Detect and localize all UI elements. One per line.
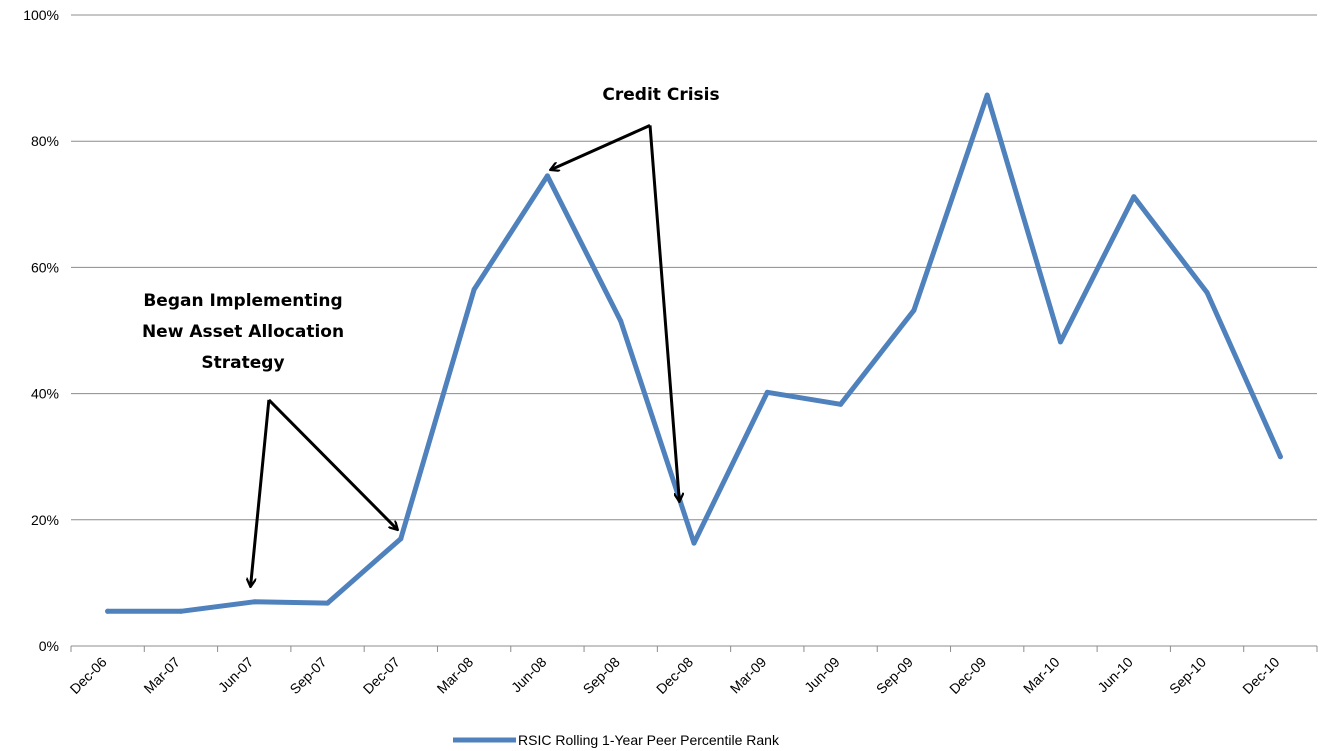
annotation-arrow (551, 124, 651, 169)
annotation-arrow (251, 399, 271, 586)
x-tick-label: Mar-07 (140, 654, 183, 697)
series-layer (105, 92, 1283, 614)
data-point (764, 389, 770, 395)
data-point (398, 536, 404, 542)
data-point (984, 92, 990, 98)
x-tick-label: Dec-07 (360, 654, 403, 697)
annotation-label: Strategy (201, 353, 284, 373)
annotation-arrow (267, 398, 397, 529)
data-point (1057, 339, 1063, 345)
annotation-arrow (648, 125, 679, 500)
data-point (471, 286, 477, 292)
y-tick-label: 80% (31, 133, 59, 149)
data-point (838, 401, 844, 407)
x-tick-label: Mar-10 (1020, 654, 1063, 697)
x-tick-label: Sep-10 (1166, 654, 1209, 697)
y-tick-label: 100% (23, 7, 59, 23)
x-tick-label: Mar-09 (727, 654, 770, 697)
x-tick-label: Sep-09 (873, 654, 916, 697)
y-tick-label: 20% (31, 512, 59, 528)
legend-label: RSIC Rolling 1-Year Peer Percentile Rank (518, 732, 780, 748)
y-tick-label: 0% (39, 638, 59, 654)
y-tick-label: 40% (31, 386, 59, 402)
data-point (1131, 194, 1137, 200)
x-tick-label: Dec-08 (653, 654, 696, 697)
x-tick-label: Jun-08 (508, 654, 550, 696)
x-tick-label: Jun-09 (801, 654, 843, 696)
x-tick-label: Mar-08 (434, 654, 477, 697)
annotation-label: Began Implementing (143, 291, 342, 311)
annotation-label: New Asset Allocation (142, 322, 344, 342)
x-tick-label: Sep-07 (286, 654, 329, 697)
x-tick-label: Jun-10 (1094, 654, 1136, 696)
annotation-label: Credit Crisis (602, 85, 719, 105)
legend: RSIC Rolling 1-Year Peer Percentile Rank (453, 732, 780, 748)
data-point (691, 540, 697, 546)
x-tick-label: Dec-10 (1239, 654, 1282, 697)
data-point (178, 608, 184, 614)
x-tick-label: Jun-07 (215, 654, 257, 696)
data-point (1277, 454, 1283, 460)
data-point (325, 600, 331, 606)
x-tick-label: Dec-06 (67, 654, 110, 697)
data-point (544, 173, 550, 179)
y-tick-label: 60% (31, 259, 59, 275)
data-point (1204, 290, 1210, 296)
data-point (618, 318, 624, 324)
data-point (911, 307, 917, 313)
x-tick-label: Dec-09 (946, 654, 989, 697)
data-point (251, 599, 257, 605)
data-point (105, 608, 111, 614)
x-tick-label: Sep-08 (580, 654, 623, 697)
gridlines (71, 14, 1317, 521)
annotations: Began Implementing New Asset Allocation St… (142, 85, 720, 586)
